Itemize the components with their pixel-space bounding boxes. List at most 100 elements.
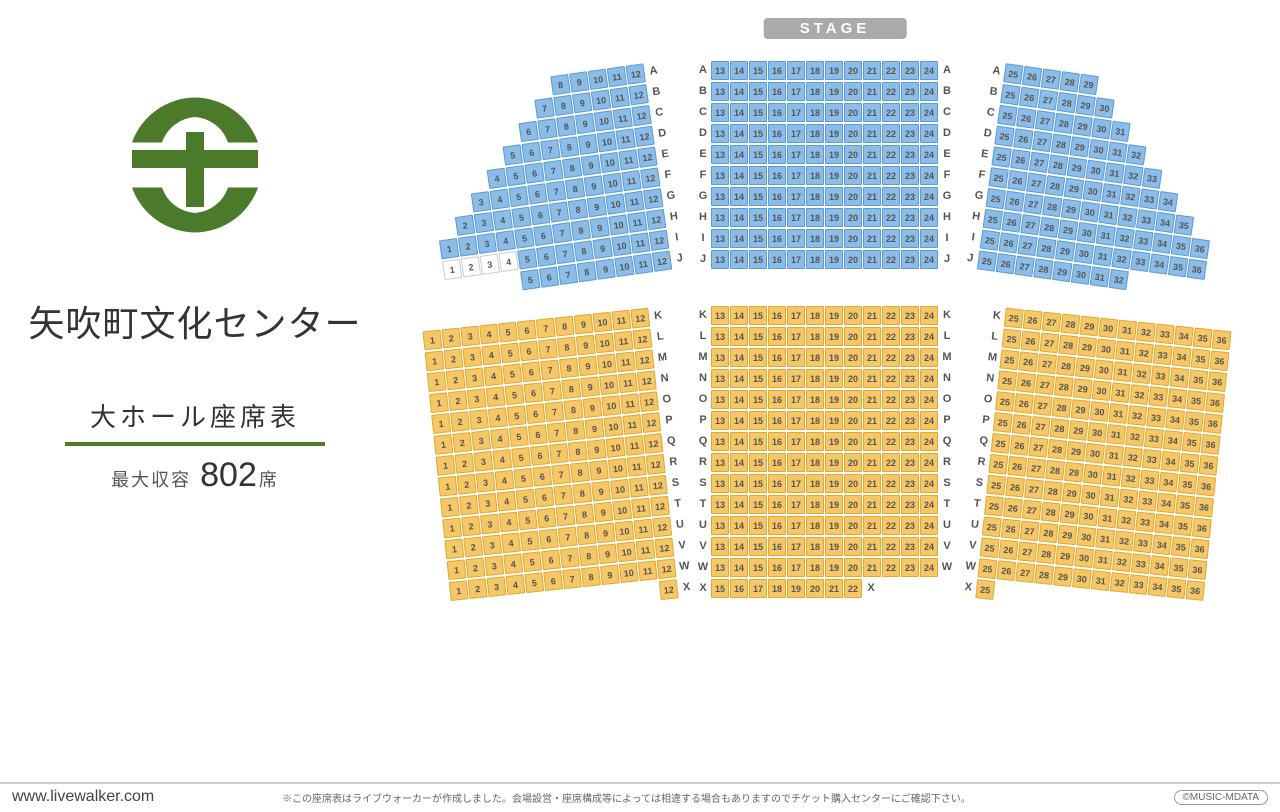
seat[interactable]: 12 [640,167,660,188]
seat[interactable]: 11 [633,253,653,274]
seat[interactable]: 30 [1094,359,1114,380]
seat[interactable]: 27 [1039,332,1059,353]
seat[interactable]: 22 [882,537,900,556]
seat[interactable]: 2 [463,536,483,557]
seat[interactable]: 2 [452,432,472,453]
seat[interactable]: 7 [560,547,580,568]
seat[interactable]: 4 [497,490,517,511]
seat[interactable]: 32 [1120,185,1140,206]
seat[interactable]: 27 [1042,311,1062,332]
seat[interactable]: 15 [749,82,767,101]
seat[interactable]: 23 [901,187,919,206]
seat[interactable]: 24 [920,432,938,451]
seat[interactable]: 29 [1073,378,1093,399]
seat[interactable]: 27 [1014,255,1034,276]
seat[interactable]: 15 [749,61,767,80]
seat[interactable]: 23 [901,516,919,535]
seat[interactable]: 16 [768,495,786,514]
seat[interactable]: 29 [1055,545,1075,566]
seat[interactable]: 4 [490,188,510,209]
seat[interactable]: 19 [825,390,843,409]
seat[interactable]: 19 [825,495,843,514]
seat[interactable]: 24 [920,250,938,269]
seat[interactable]: 35 [1184,411,1204,432]
seat[interactable]: 17 [787,474,805,493]
seat[interactable]: 26 [1004,190,1024,211]
seat[interactable]: 23 [901,537,919,556]
seat[interactable]: 10 [602,172,622,193]
seat[interactable]: 22 [882,306,900,325]
seat[interactable]: 19 [825,145,843,164]
seat[interactable]: 9 [572,92,592,113]
seat[interactable]: 5 [502,144,522,165]
seat[interactable]: 27 [1020,214,1040,235]
seat[interactable]: 23 [901,166,919,185]
seat[interactable]: 24 [920,327,938,346]
seat[interactable]: 11 [607,66,627,87]
seat[interactable]: 28 [1050,418,1070,439]
seat[interactable]: 30 [1083,463,1103,484]
seat[interactable]: 19 [825,369,843,388]
seat[interactable]: 9 [592,237,612,258]
seat[interactable]: 29 [1060,503,1080,524]
seat[interactable]: 2 [458,235,478,256]
seat[interactable]: 10 [619,562,639,583]
seat[interactable]: 19 [825,432,843,451]
seat[interactable]: 16 [768,103,786,122]
seat[interactable]: 1 [449,580,469,601]
seat[interactable]: 31 [1104,444,1124,465]
seat[interactable]: 17 [787,166,805,185]
seat[interactable]: 23 [901,369,919,388]
seat[interactable]: 24 [920,558,938,577]
seat[interactable]: 23 [901,390,919,409]
seat[interactable]: 33 [1137,490,1157,511]
seat[interactable]: 17 [749,579,767,598]
seat[interactable]: 7 [542,380,562,401]
seat[interactable]: 28 [1036,237,1056,258]
seat[interactable]: 25 [993,412,1013,433]
seat[interactable]: 34 [1159,471,1179,492]
seat[interactable]: 11 [618,149,638,170]
seat[interactable]: 23 [901,124,919,143]
seat[interactable]: 23 [901,495,919,514]
seat[interactable]: 18 [806,516,824,535]
seat[interactable]: 19 [825,558,843,577]
seat[interactable]: 16 [768,369,786,388]
seat[interactable]: 23 [901,208,919,227]
seat[interactable]: 19 [825,453,843,472]
seat[interactable]: 26 [1014,393,1034,414]
seat[interactable]: 31 [1097,507,1117,528]
seat[interactable]: 15 [749,453,767,472]
seat[interactable]: 15 [749,103,767,122]
seat[interactable]: 32 [1132,363,1152,384]
seat[interactable]: 9 [580,376,600,397]
seat[interactable]: 19 [825,348,843,367]
seat[interactable]: 27 [1024,478,1044,499]
seat[interactable]: 7 [536,317,556,338]
seat[interactable]: 27 [1029,151,1049,172]
seat[interactable]: 35 [1191,348,1211,369]
seat[interactable]: 4 [505,574,525,595]
seat[interactable]: 25 [989,167,1009,188]
seat[interactable]: 31 [1117,319,1137,340]
seat[interactable]: 32 [1127,405,1147,426]
seat[interactable]: 36 [1205,392,1225,413]
seat[interactable]: 9 [595,258,615,279]
seat[interactable]: 31 [1106,424,1126,445]
seat[interactable]: 18 [806,103,824,122]
seat[interactable]: 17 [787,537,805,556]
seat[interactable]: 7 [534,97,554,118]
seat[interactable]: 7 [543,159,563,180]
seat[interactable]: 35 [1193,327,1213,348]
seat[interactable]: 32 [1134,342,1154,363]
seat[interactable]: 31 [1095,528,1115,549]
seat[interactable]: 20 [844,306,862,325]
seat[interactable]: 14 [730,124,748,143]
seat[interactable]: 14 [730,145,748,164]
seat[interactable]: 30 [1076,526,1096,547]
seat[interactable]: 10 [591,89,611,110]
seat[interactable]: 25 [986,474,1006,495]
seat[interactable]: 4 [479,323,499,344]
seat[interactable]: 1 [425,350,445,371]
seat[interactable]: 19 [825,306,843,325]
